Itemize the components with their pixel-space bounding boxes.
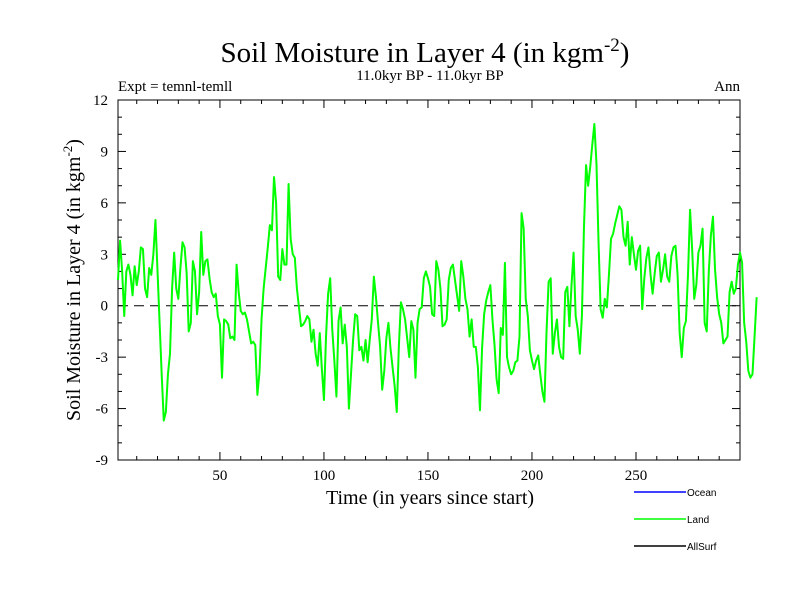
- y-tick-label: 12: [93, 93, 108, 109]
- legend: Ocean Land AllSurf: [634, 488, 717, 553]
- y-tick-label: -6: [96, 402, 109, 418]
- x-axis-title: Time (in years since start): [326, 487, 534, 509]
- expt-label: Expt = temnl-temll: [118, 79, 232, 95]
- y-axis-title: Soil Moisture in Layer 4 (in kgm-2): [60, 139, 85, 421]
- y-tick-label: -9: [96, 453, 109, 469]
- chart-subtitle: 11.0kyr BP - 11.0kyr BP: [356, 68, 504, 84]
- y-tick-label: 3: [101, 247, 109, 263]
- x-tick-label: 150: [417, 468, 440, 484]
- x-tick-label: 50: [212, 468, 227, 484]
- y-tick-label: 9: [101, 144, 109, 160]
- y-tick-label: 6: [101, 196, 109, 212]
- y-axis: -9 -6 -3 0 3 6 9 12: [93, 93, 740, 469]
- y-tick-label: 0: [101, 299, 109, 315]
- x-tick-label: 250: [625, 468, 648, 484]
- chart-title: Soil Moisture in Layer 4 (in kgm-2): [221, 35, 630, 69]
- x-tick-label: 100: [313, 468, 336, 484]
- y-tick-label: -3: [96, 350, 109, 366]
- legend-label-allsurf: AllSurf: [687, 542, 717, 553]
- x-tick-label: 200: [521, 468, 544, 484]
- season-label: Ann: [714, 79, 740, 95]
- legend-label-ocean: Ocean: [687, 488, 716, 499]
- x-axis: 50 100 150 200 250: [136, 100, 720, 484]
- legend-label-land: Land: [687, 515, 709, 526]
- land-series-line: [117, 123, 758, 422]
